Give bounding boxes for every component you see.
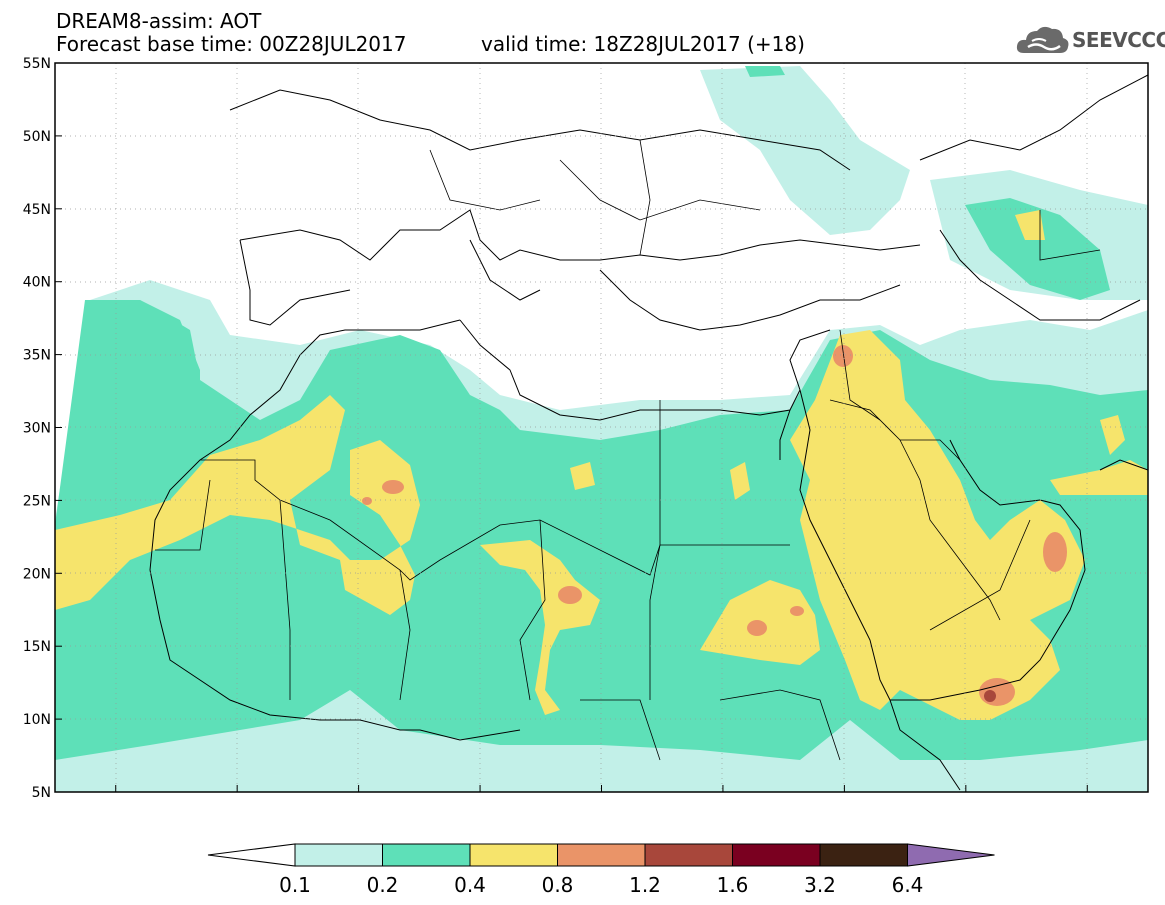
aot-band-1.2 (984, 690, 996, 702)
forecast-base-time: Forecast base time: 00Z28JUL2017 (56, 32, 407, 56)
colorbar-label: 1.6 (717, 873, 749, 897)
y-tick-label: 50N (23, 129, 51, 145)
y-tick-label: 40N (23, 275, 51, 291)
axis-ticks: 20W10W010E20E30E40E50E60E5N10N15N20N25N3… (23, 56, 1088, 800)
logo-text: SEEVCCC (1072, 28, 1165, 52)
colorbar-label: 6.4 (892, 873, 924, 897)
aot-map: 20W10W010E20E30E40E50E60E5N10N15N20N25N3… (23, 56, 1149, 800)
country-borders (155, 139, 1101, 761)
valid-time: valid time: 18Z28JUL2017 (+18) (481, 32, 805, 56)
colorbar-label: 0.2 (367, 873, 399, 897)
aot-field (55, 63, 1148, 792)
y-tick-label: 45N (23, 202, 51, 218)
y-tick-label: 15N (23, 639, 51, 655)
y-tick-label: 55N (23, 56, 51, 72)
colorbar-min-extension (207, 843, 296, 867)
colorbar-segment (644, 843, 733, 867)
y-tick-label: 30N (23, 421, 51, 437)
coastlines (149, 74, 1148, 791)
colorbar-segment (819, 843, 908, 867)
colorbar-label: 3.2 (804, 873, 836, 897)
y-tick-label: 5N (32, 785, 51, 800)
aot-band-0.8 (362, 345, 1067, 706)
y-tick-label: 20N (23, 566, 51, 582)
seevccc-logo: SEEVCCC (1016, 22, 1165, 58)
colorbar-segments: 0.1 0.2 0.4 0.8 1.2 1.6 3.2 6.4 (207, 843, 995, 897)
colorbar-label: 0.8 (542, 873, 574, 897)
colorbar-segment (294, 843, 383, 867)
colorbar-segment (469, 843, 558, 867)
cloud-icon (1016, 26, 1069, 53)
colorbar-label: 1.2 (629, 873, 661, 897)
grid (55, 63, 1148, 792)
product-title: DREAM8-assim: AOT (56, 9, 262, 33)
y-tick-label: 25N (23, 493, 51, 509)
y-tick-label: 10N (23, 712, 51, 728)
colorbar-label: 0.1 (279, 873, 311, 897)
colorbar-segment (557, 843, 646, 867)
colorbar-segment (732, 843, 821, 867)
colorbar-segment (382, 843, 471, 867)
y-tick-label: 35N (23, 348, 51, 364)
colorbar-label: 0.4 (454, 873, 486, 897)
colorbar-max-extension (907, 843, 995, 867)
